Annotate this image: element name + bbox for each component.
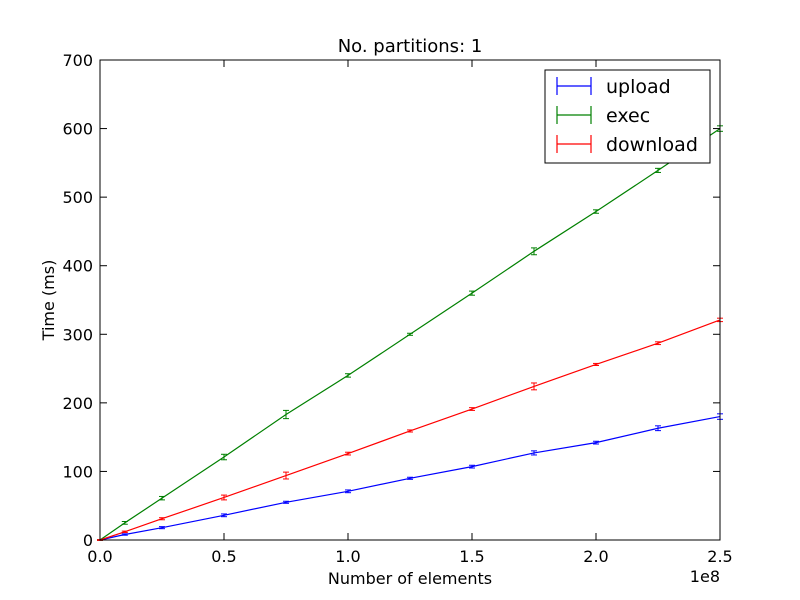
chart-title: No. partitions: 1 (338, 36, 483, 57)
series-line-exec (99, 128, 721, 541)
y-tick-label: 200 (62, 394, 93, 413)
y-tick-label: 600 (62, 120, 93, 139)
legend-entry-exec: exec (556, 105, 650, 127)
legend-label: upload (606, 76, 671, 98)
legend-label: download (606, 134, 698, 156)
x-tick-label: 2.0 (583, 547, 608, 566)
legend-entry-upload: upload (556, 76, 671, 98)
y-tick-label: 300 (62, 325, 93, 344)
x-tick-label: 1.0 (335, 547, 360, 566)
series-download (97, 317, 723, 541)
y-tick-label: 400 (62, 257, 93, 276)
x-tick-label: 0.5 (211, 547, 236, 566)
y-tick-label: 100 (62, 462, 93, 481)
legend-entries: upload exec download (556, 76, 698, 156)
series-line-download (99, 319, 721, 541)
x-tick-label: 1.5 (459, 547, 484, 566)
x-axis-label: Number of elements (328, 569, 492, 588)
y-tick-label: 700 (62, 51, 93, 70)
legend-entry-download: download (556, 134, 698, 156)
x-axis-offset-label: 1e8 (690, 567, 720, 586)
series-line-upload (99, 415, 721, 541)
x-tick-label: 2.5 (707, 547, 732, 566)
y-tick-label: 500 (62, 188, 93, 207)
y-axis-label: Time (ms) (39, 260, 58, 342)
legend-label: exec (606, 105, 650, 127)
plot-frame (99, 59, 721, 541)
x-tick-label: 0.0 (87, 547, 112, 566)
legend: upload exec download (544, 69, 711, 164)
y-tick-label: 0 (83, 531, 93, 550)
